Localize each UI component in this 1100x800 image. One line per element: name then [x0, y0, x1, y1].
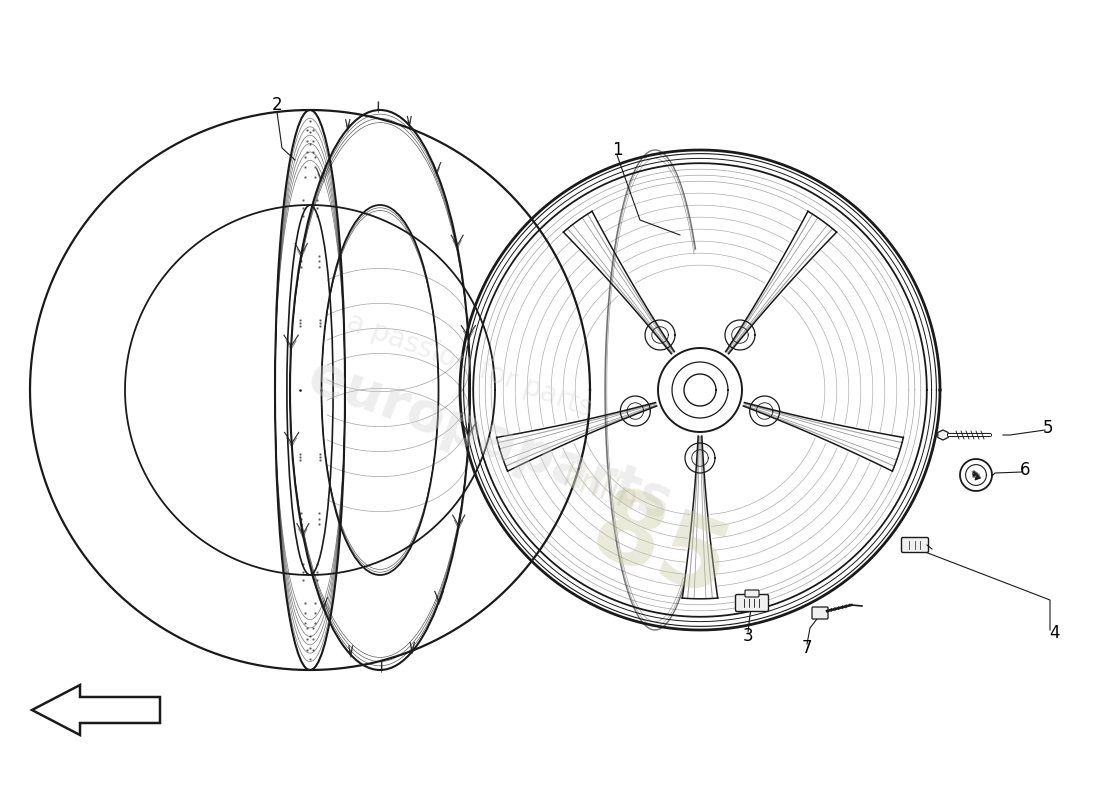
Text: linlin: linlin [557, 461, 642, 519]
Text: 1: 1 [612, 141, 623, 159]
FancyBboxPatch shape [736, 594, 769, 611]
Text: 4: 4 [1049, 624, 1060, 642]
Text: 6: 6 [1020, 461, 1031, 479]
Polygon shape [32, 685, 160, 735]
FancyBboxPatch shape [812, 607, 828, 619]
Text: 85: 85 [578, 481, 742, 619]
Text: 7: 7 [802, 639, 812, 657]
Text: 2: 2 [272, 96, 283, 114]
Text: 3: 3 [742, 627, 754, 645]
Text: a passion for parts: a passion for parts [343, 307, 596, 422]
Text: 5: 5 [1043, 419, 1054, 437]
Text: europaparts: europaparts [300, 349, 680, 531]
Polygon shape [938, 430, 948, 440]
FancyBboxPatch shape [745, 590, 759, 597]
FancyBboxPatch shape [902, 538, 928, 553]
Text: ♞: ♞ [968, 466, 984, 484]
